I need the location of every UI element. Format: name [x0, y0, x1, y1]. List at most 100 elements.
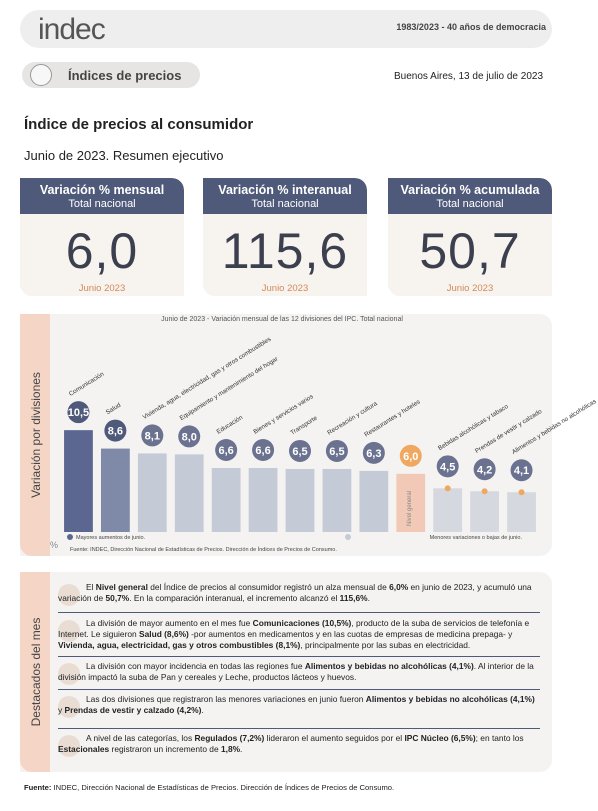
- value-badge: [362, 441, 385, 464]
- highlight-text: El Nivel general del Índice de precios a…: [58, 582, 540, 604]
- value-label: 8,6: [108, 426, 123, 438]
- highlight-strong: Prendas de vestir y calzado (4,2%): [64, 705, 202, 715]
- highlight-separator: [58, 612, 540, 613]
- highlight-icon: [58, 620, 80, 642]
- value-badge: [325, 439, 348, 462]
- bar: [174, 454, 204, 532]
- highlight-run: .: [240, 744, 243, 754]
- highlight-run: . En la comparación interanual, el incre…: [129, 593, 340, 603]
- value-label: 4,1: [514, 465, 529, 477]
- bar: [285, 468, 315, 532]
- highlight-separator: [58, 656, 540, 657]
- kpi-title: Variación % interanual: [218, 183, 352, 197]
- bar-dot: [481, 488, 488, 495]
- highlights-side-label: Destacados del mes: [29, 618, 43, 727]
- bar: [433, 488, 463, 532]
- highlight-separator: [58, 689, 540, 690]
- kpi-title: Variación % acumulada: [400, 183, 540, 197]
- unit: %: [50, 540, 58, 550]
- kpi-scope: Total nacional: [68, 198, 136, 210]
- value-label: 10,5: [68, 407, 89, 419]
- highlight-strong: Alimentos y bebidas no alcohólicas (4,1%…: [365, 694, 535, 704]
- highlight-strong: 50,7%: [105, 593, 130, 603]
- kpi-scope: Total nacional: [436, 198, 504, 210]
- highlights-tab: [20, 572, 50, 772]
- value-badge: [510, 459, 533, 482]
- value-label: 4,5: [440, 461, 455, 473]
- value-label: 6,5: [329, 446, 344, 458]
- category-label: Transporte: [289, 414, 319, 436]
- highlight-run: .: [367, 593, 370, 603]
- legend-label: Mayores aumentos de junio.: [76, 535, 146, 541]
- value-badge: [215, 438, 238, 461]
- highlight-strong: Alimentos y bebidas no alcohólicas (4,1%…: [304, 661, 474, 671]
- value-badge: [289, 439, 311, 462]
- section-icon: [30, 64, 52, 86]
- highlight-icon: [58, 696, 80, 718]
- highlight-strong: 115,6%: [339, 593, 368, 603]
- bar: [470, 491, 500, 532]
- bar: [248, 467, 278, 532]
- highlight-run: -por aumentos en medicamentos y en las c…: [188, 629, 513, 639]
- category-label: Comunicación: [68, 371, 106, 398]
- category-label: Nivel general: [407, 491, 413, 526]
- bar: [322, 468, 352, 532]
- highlight-run: registraron un incremento de: [109, 744, 221, 754]
- bar: [211, 467, 241, 532]
- kpi-card: Variación % interanual Total nacional 115,…: [203, 178, 367, 296]
- highlight-icon: [58, 735, 80, 757]
- footer-label: Fuente:: [24, 783, 52, 792]
- highlight-strong: Comunicaciones (10,5%): [252, 618, 352, 628]
- highlight-strong: IPC Núcleo (6,5%): [404, 733, 476, 743]
- bar: [359, 470, 389, 532]
- value-badge: [141, 424, 164, 447]
- highlight-text: Las dos divisiones que registraron las m…: [58, 694, 540, 716]
- top-bar: [20, 10, 552, 48]
- kpi-scope: Total nacional: [251, 198, 319, 210]
- kpi-header: Variación % mensual Total nacional: [20, 178, 184, 214]
- kpi-period: Junio 2023: [78, 283, 126, 294]
- value-label: 8,1: [145, 430, 160, 442]
- value-badge: [436, 455, 459, 478]
- value-label: 6,6: [219, 445, 234, 457]
- kpi-card: Variación % mensual Total nacional 6,0 Juni…: [20, 178, 184, 296]
- value-label: 6,5: [292, 446, 307, 458]
- legend-swatch: [67, 534, 73, 540]
- date: Buenos Aires, 13 de julio de 2023: [394, 71, 543, 82]
- kpi-card: Variación % acumulada Total nacional 50,7 J…: [388, 178, 552, 296]
- highlight-run: , principalmente por las subas en electr…: [300, 640, 471, 650]
- category-label: Salud: [105, 402, 123, 417]
- bar-dot: [518, 489, 525, 496]
- value-label: 6,3: [366, 448, 381, 460]
- side-label: Variación por divisiones: [29, 372, 43, 498]
- value-badge: [104, 419, 127, 442]
- legend-label: Menores variaciones o bajas de junio.: [430, 535, 523, 541]
- highlight-strong: Nivel general: [95, 582, 148, 592]
- highlight-separator: [58, 728, 540, 729]
- footer: Fuente: INDEC, Dirección Nacional de Est…: [24, 783, 394, 792]
- highlights-panel: [20, 572, 552, 772]
- legend-swatch: [345, 534, 351, 540]
- highlight-run: . Al interior de la división impactó la …: [58, 661, 534, 682]
- chart-title: Junio de 2023 - Variación mensual de las…: [161, 316, 403, 323]
- logo: indec: [38, 13, 106, 46]
- bar: [64, 430, 93, 532]
- highlight-text: A nivel de las categorías, los Regulados…: [58, 733, 540, 755]
- highlight-run: y: [58, 705, 65, 715]
- highlight-run: El: [86, 582, 96, 592]
- value-badge: [178, 425, 201, 448]
- value-label: 6,0: [403, 451, 418, 463]
- tagline: 1983/2023 - 40 años de democracia: [396, 22, 546, 32]
- category-label: Bienes y servicios varios: [252, 393, 314, 435]
- category-label: Prendas de vestir y calzado: [474, 408, 544, 455]
- chart-tab: [20, 314, 50, 556]
- highlight-icon: [58, 584, 80, 606]
- category-label: Alimentos y bebidas no alcohólicas: [511, 398, 598, 456]
- highlight-run: La división con mayor incidencia en toda…: [86, 661, 305, 671]
- chart-source: Fuente: INDEC, Dirección Nacional de Est…: [70, 546, 337, 553]
- highlight-run: A nivel de las categorías, los: [86, 733, 195, 743]
- highlight-text: La división de mayor aumento en el mes f…: [58, 618, 540, 651]
- highlight-strong: Vivienda, agua, electricidad, gas y otro…: [58, 640, 301, 650]
